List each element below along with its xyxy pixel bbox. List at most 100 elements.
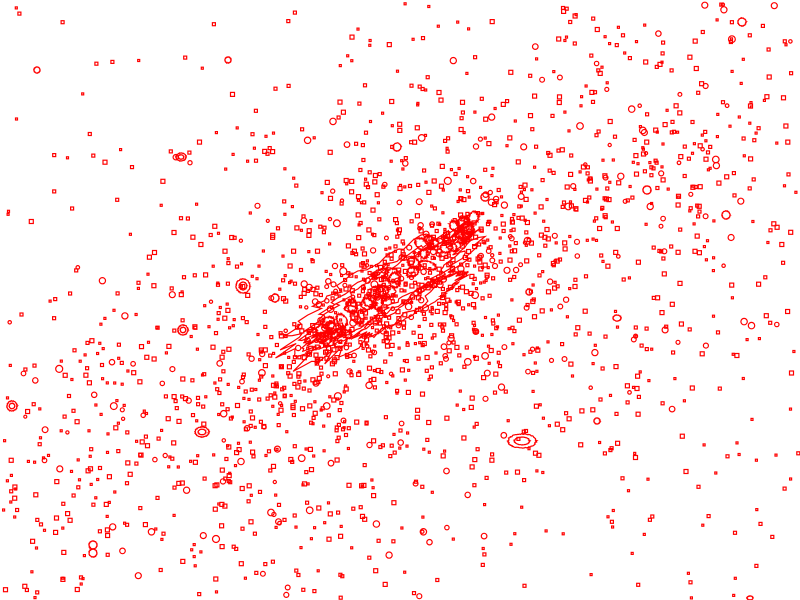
contour-speck (604, 86, 610, 93)
contour-speck (606, 515, 610, 519)
contour-speck (532, 165, 537, 169)
contour-speck (271, 404, 275, 408)
contour-speck (633, 153, 639, 159)
contour-speck (221, 349, 226, 354)
contour-speck (682, 399, 687, 403)
contour-speck (546, 150, 551, 156)
contour-speck (491, 276, 496, 281)
contour-speck (367, 170, 372, 175)
contour-speck (334, 311, 338, 315)
contour-speck (242, 396, 246, 400)
contour-speck (500, 101, 506, 108)
contour-speck (202, 476, 207, 481)
contour-speck (411, 37, 415, 41)
contour-speck (226, 382, 230, 386)
contour-speck (394, 221, 399, 226)
contour-speck (304, 305, 309, 310)
contour-speck (104, 527, 111, 533)
contour-speck (678, 227, 683, 232)
contour-speck (613, 364, 619, 370)
contour-speck (741, 136, 746, 141)
contour-speck (590, 407, 596, 413)
contour-speck (493, 226, 498, 231)
contour-speck (319, 371, 324, 376)
contour-speck (282, 199, 287, 204)
contour-speck (79, 582, 83, 586)
contour-speck (356, 235, 362, 241)
contour-speck (362, 516, 368, 522)
contour-speck (732, 530, 738, 535)
contour-speck (498, 251, 502, 255)
contour-speck (711, 269, 716, 273)
contour-speck (24, 587, 29, 593)
contour-speck (372, 172, 378, 179)
contour-speck (520, 143, 528, 151)
contour-speck (702, 342, 710, 349)
contour-speck (313, 400, 317, 404)
contour-speck (633, 325, 638, 330)
contour-speck (596, 129, 601, 134)
contour-speck (144, 443, 151, 449)
contour-speck (400, 252, 406, 258)
contour-speck (414, 213, 420, 219)
contour-speck (397, 231, 402, 236)
contour-speck (658, 223, 664, 229)
contour-speck (116, 342, 122, 347)
contour-speck (257, 378, 261, 382)
contour-speck (583, 274, 589, 279)
contour-speck (12, 495, 18, 501)
contour-speck (737, 452, 741, 457)
contour-speck (195, 395, 201, 400)
contour-speck (528, 349, 533, 354)
contour-speck (208, 232, 213, 238)
contour-speck (770, 534, 775, 540)
star-contour (480, 192, 490, 202)
contour-speck (605, 186, 610, 191)
contour-speck (283, 298, 289, 304)
contour-speck (333, 392, 342, 401)
contour-speck (151, 249, 158, 256)
contour-speck (692, 142, 697, 146)
contour-speck (559, 147, 565, 153)
contour-speck (554, 421, 560, 427)
contour-speck (301, 481, 308, 487)
contour-speck (270, 149, 276, 155)
contour-speck (735, 441, 739, 445)
contour-speck (562, 246, 568, 252)
star-contour (88, 539, 98, 550)
contour-speck (356, 198, 360, 202)
contour-speck (94, 403, 98, 407)
contour-speck (585, 200, 590, 204)
contour-speck (407, 368, 411, 372)
contour-speck (594, 133, 599, 138)
contour-speck (434, 228, 439, 234)
contour-speck (657, 61, 663, 68)
contour-speck (700, 29, 705, 35)
contour-speck (655, 185, 660, 191)
contour-speck (172, 485, 177, 490)
contour-speck (113, 425, 119, 431)
contour-speck (542, 234, 548, 240)
contour-speck (291, 412, 296, 418)
galaxy-clump-contour (421, 234, 442, 250)
contour-speck (30, 538, 36, 544)
contour-speck (607, 142, 612, 148)
contour-speck (535, 347, 541, 353)
contour-speck (226, 346, 232, 352)
contour-speck (389, 159, 393, 163)
contour-speck (138, 506, 143, 511)
contour-speck (651, 245, 656, 250)
contour-speck (327, 195, 334, 201)
contour-speck (180, 376, 186, 382)
contour-speck (180, 290, 184, 294)
contour-speck (481, 375, 487, 381)
contour-speck (445, 149, 450, 154)
contour-speck (546, 340, 550, 344)
contour-speck (253, 425, 257, 429)
contour-speck (481, 546, 485, 551)
contour-speck (479, 281, 483, 285)
contour-speck (354, 275, 358, 279)
contour-speck (394, 294, 398, 298)
contour-speck (192, 554, 196, 559)
contour-speck (81, 92, 85, 96)
